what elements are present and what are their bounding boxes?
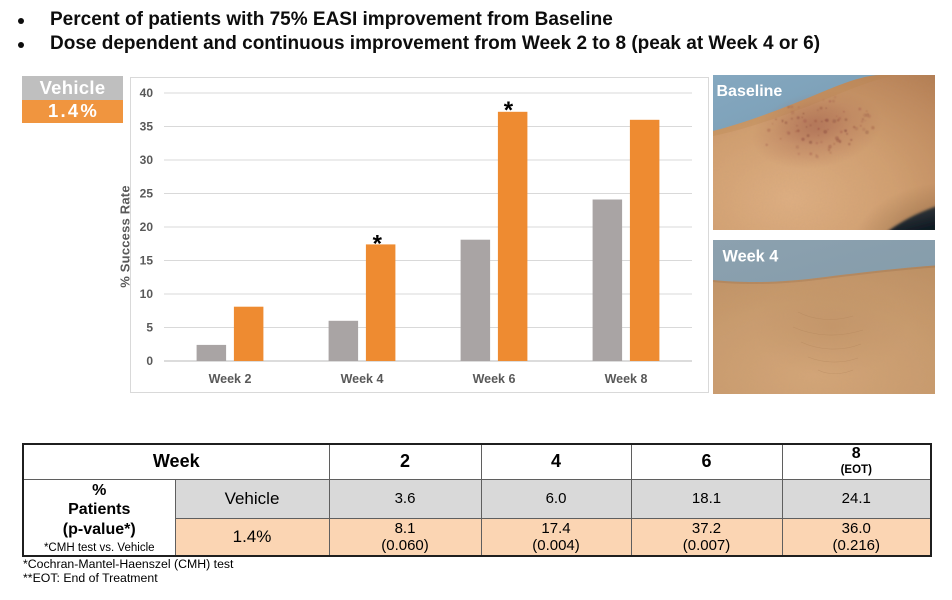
svg-text:*: * [504,97,514,124]
svg-text:Week 2: Week 2 [209,372,252,386]
svg-text:Week 4: Week 4 [723,248,779,266]
svg-text:Baseline: Baseline [717,83,783,100]
svg-text:35: 35 [140,120,154,134]
svg-text:0: 0 [146,354,153,368]
svg-text:15: 15 [140,254,154,268]
svg-text:Week 4: Week 4 [341,372,384,386]
svg-text:20: 20 [140,220,154,234]
svg-text:*: * [373,230,383,257]
svg-text:30: 30 [140,153,154,167]
svg-text:10: 10 [140,287,154,301]
svg-text:40: 40 [140,86,154,100]
svg-text:Week 8: Week 8 [605,372,648,386]
svg-text:Week 6: Week 6 [473,372,516,386]
svg-text:25: 25 [140,187,154,201]
svg-text:5: 5 [146,321,153,335]
